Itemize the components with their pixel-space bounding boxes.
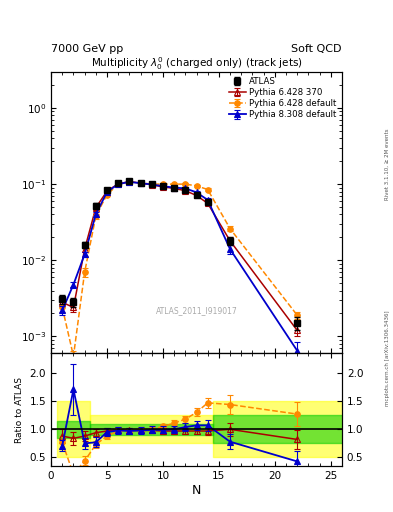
Text: 7000 GeV pp: 7000 GeV pp xyxy=(51,44,123,54)
X-axis label: N: N xyxy=(192,483,201,497)
Text: Rivet 3.1.10, ≥ 2M events: Rivet 3.1.10, ≥ 2M events xyxy=(385,128,390,200)
Text: mcplots.cern.ch [arXiv:1306.3436]: mcplots.cern.ch [arXiv:1306.3436] xyxy=(385,311,390,406)
Text: Soft QCD: Soft QCD xyxy=(292,44,342,54)
Text: ATLAS_2011_I919017: ATLAS_2011_I919017 xyxy=(156,307,237,315)
Y-axis label: Ratio to ATLAS: Ratio to ATLAS xyxy=(15,377,24,442)
Title: Multiplicity $\lambda_0^0$ (charged only) (track jets): Multiplicity $\lambda_0^0$ (charged only… xyxy=(91,55,302,72)
Legend: ATLAS, Pythia 6.428 370, Pythia 6.428 default, Pythia 8.308 default: ATLAS, Pythia 6.428 370, Pythia 6.428 de… xyxy=(225,73,340,123)
